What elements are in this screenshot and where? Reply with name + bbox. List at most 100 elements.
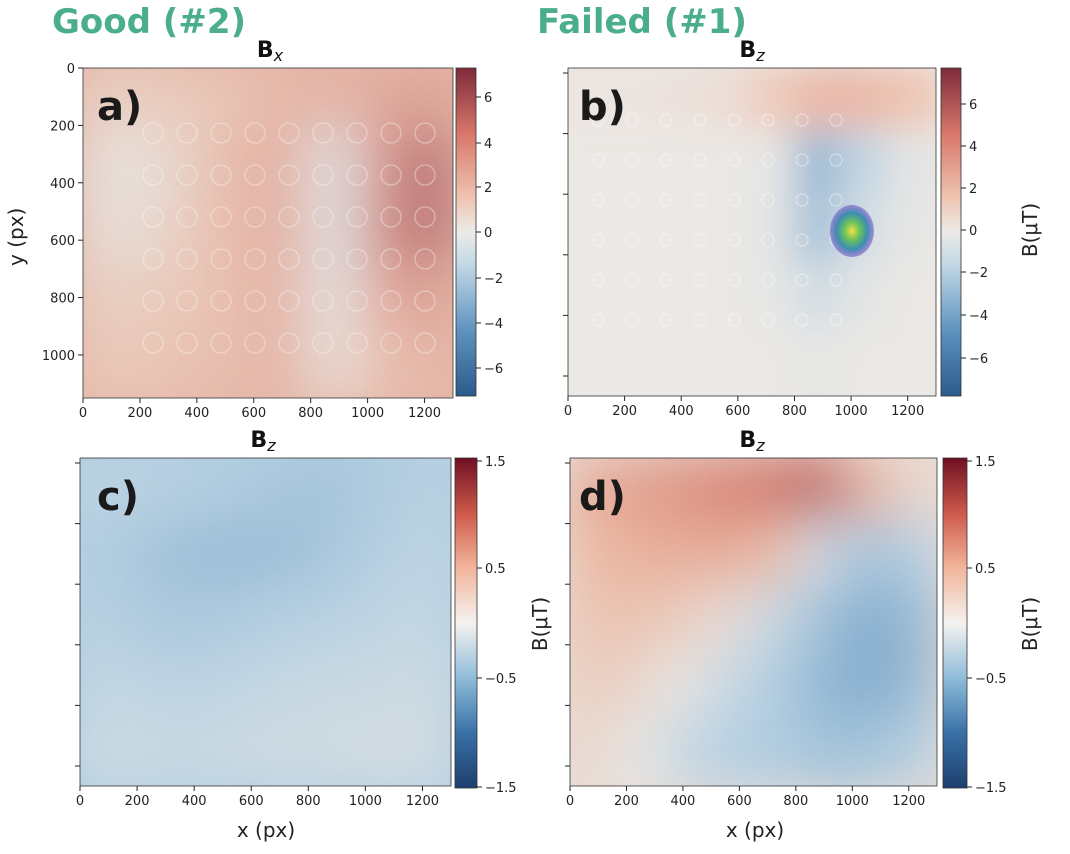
optical-dot	[693, 233, 707, 247]
x-axis-label-d: x (px)	[725, 818, 785, 842]
optical-dot	[625, 113, 639, 127]
optical-dot	[761, 113, 775, 127]
heatmap-cell	[568, 68, 618, 138]
colorbar-tick-label: 0	[484, 226, 492, 241]
x-axis-label-c: x (px)	[236, 818, 296, 842]
heatmap-cell	[702, 326, 756, 396]
x-tick-label: 1200	[891, 404, 924, 419]
optical-dot	[625, 233, 639, 247]
optical-dot	[693, 273, 707, 287]
colorbar	[455, 67, 477, 397]
plot-frame	[567, 67, 937, 397]
optical-dot	[591, 153, 605, 167]
heatmap-cell	[748, 260, 802, 335]
x-tick-label: 600	[241, 406, 266, 421]
x-tick-label: 800	[782, 404, 807, 419]
heatmap-cell	[568, 326, 618, 396]
panel-label-c: c)	[97, 474, 139, 520]
x-tick-label: 0	[76, 794, 84, 809]
optical-dot	[761, 193, 775, 207]
optical-dot	[625, 153, 639, 167]
heatmap-cell	[656, 195, 710, 269]
optical-dot	[693, 193, 707, 207]
heatmap-panel-c: 0 200 400 600 800 1000 1200 1.5 0.5 −0.5 −1.5	[75, 455, 517, 809]
heatmap-cell	[886, 260, 936, 335]
optical-dot	[795, 153, 809, 167]
heatmap-cell	[610, 260, 664, 335]
heatmap-cell	[656, 68, 710, 138]
x-tick-label: 1000	[836, 794, 869, 809]
title-b: Bz	[739, 38, 765, 65]
colorbar-tick-label: 6	[484, 91, 492, 106]
heatmap-cell	[702, 195, 756, 269]
optical-dot	[727, 153, 741, 167]
x-tick-label: 800	[298, 406, 323, 421]
heatmap-cell	[656, 260, 710, 335]
noise-texture	[570, 458, 937, 786]
optical-dot	[727, 313, 741, 327]
x-tick-label: 0	[566, 794, 574, 809]
colorbar-tick-label: 4	[969, 140, 977, 155]
heatmap-cell	[702, 260, 756, 335]
optical-dot	[591, 113, 605, 127]
heatmap-cell	[656, 326, 710, 396]
optical-dot	[693, 113, 707, 127]
title-a: Bx	[256, 38, 284, 65]
plot-frame	[82, 67, 454, 399]
x-tick-label: 600	[725, 404, 750, 419]
optical-dot	[795, 273, 809, 287]
x-tick-label: 600	[727, 794, 752, 809]
colorbar-tick-label: 2	[484, 181, 492, 196]
x-tick-label: 200	[612, 404, 637, 419]
x-tick-label: 1200	[406, 794, 439, 809]
x-tick-label: 400	[182, 794, 207, 809]
optical-dot	[659, 273, 673, 287]
x-tick-label: 200	[125, 794, 150, 809]
optical-dot	[829, 113, 843, 127]
optical-dot	[795, 113, 809, 127]
heatmap-cell	[886, 195, 936, 269]
colorbar-tick-label: 1.5	[485, 455, 506, 470]
heatmap-panel-a: 0 200 400 600 800 1000 1200 0 200 400 600 800 1000 6 4…	[42, 62, 503, 421]
noise-texture	[80, 458, 451, 786]
y-tick-label: 400	[50, 177, 75, 192]
x-tick-label: 1200	[892, 794, 925, 809]
x-tick-label: 200	[614, 794, 639, 809]
optical-dot	[591, 233, 605, 247]
plot-frame	[569, 457, 938, 787]
colorbar-tick-label: 2	[969, 182, 977, 197]
x-tick-label: 400	[669, 404, 694, 419]
colorbar-tick-label: 0	[969, 224, 977, 239]
heatmap-cell	[610, 326, 664, 396]
colorbar-tick-label: −4	[969, 309, 988, 324]
colorbar-tick-label: −4	[484, 317, 503, 332]
heatmap-image-b	[568, 68, 936, 396]
optical-dot	[591, 313, 605, 327]
heatmap-cell	[610, 129, 664, 204]
optical-dot	[727, 113, 741, 127]
optical-dot	[761, 153, 775, 167]
optical-dot	[795, 313, 809, 327]
x-tick-label: 600	[239, 794, 264, 809]
heatmap-cell	[794, 326, 848, 396]
x-tick-label: 1200	[408, 406, 441, 421]
heatmap-cell	[748, 129, 802, 204]
heatmap-cell	[886, 326, 936, 396]
heatmap-cell	[568, 260, 618, 335]
x-tick-label: 0	[564, 404, 572, 419]
x-tick-label: 1000	[349, 794, 382, 809]
x-tick-label: 400	[671, 794, 696, 809]
x-tick-label: 800	[296, 794, 321, 809]
optical-overlay	[568, 68, 936, 396]
optical-dot	[761, 233, 775, 247]
optical-dot	[591, 273, 605, 287]
heatmap-cell	[610, 68, 664, 138]
hotspot-blob	[830, 205, 874, 257]
heatmap-cell	[840, 326, 894, 396]
plot-frame	[79, 457, 452, 787]
colorbar-label-c: B(μT)	[528, 596, 552, 652]
heatmap-cell	[748, 195, 802, 269]
heatmap-cell	[748, 68, 802, 138]
heatmap-cell	[794, 260, 848, 335]
